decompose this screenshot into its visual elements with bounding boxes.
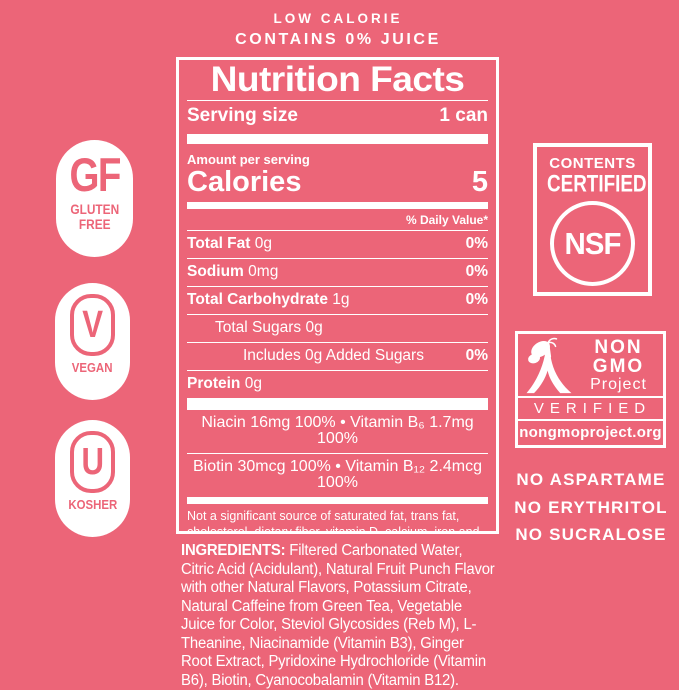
non-gmo-line3: Project <box>590 375 647 393</box>
ingredients-label: INGREDIENTS: <box>181 542 286 559</box>
non-gmo-verified-text: VERIFIED <box>518 396 663 421</box>
thick-divider <box>187 134 488 144</box>
divider <box>187 453 488 454</box>
vitamin-line-1: Niacin 16mg 100% • Vitamin B₆ 1.7mg 100% <box>201 414 474 447</box>
kosher-badge: U KOSHER <box>55 420 130 537</box>
daily-value-header: % Daily Value* <box>405 213 488 227</box>
non-gmo-butterfly-icon <box>526 337 572 393</box>
non-gmo-line2: GMO <box>592 355 645 377</box>
calories-row: Calories 5 <box>187 166 488 202</box>
serving-size-row: Serving size 1 can <box>187 101 488 134</box>
claims-list: NO ASPARTAME NO ERYTHRITOL NO SUCRALOSE <box>503 466 679 549</box>
nutrient-row-sodium: Sodium 0mg 0% <box>187 258 488 286</box>
vegan-label: VEGAN <box>72 360 113 375</box>
serving-size-value: 1 can <box>439 105 488 126</box>
calories-value: 5 <box>471 166 488 198</box>
calories-label: Calories <box>187 166 302 198</box>
nutrient-row-total-fat: Total Fat 0g 0% <box>187 230 488 258</box>
non-gmo-line1: NON <box>594 336 643 358</box>
nsf-certified-text: CERTIFIED <box>546 169 647 197</box>
claim-no-erythritol: NO ERYTHRITOL <box>514 497 668 517</box>
kosher-letter-outline: U <box>70 431 115 493</box>
amount-per-serving-label: Amount per serving <box>187 152 310 167</box>
serving-size-label: Serving size <box>187 105 298 126</box>
nutrient-row-total-sugars: Total Sugars 0g <box>187 314 488 342</box>
thick-divider <box>187 202 488 209</box>
nutrition-facts-title: Nutrition Facts <box>210 60 465 99</box>
gluten-free-badge: GF GLUTEN FREE <box>56 140 133 257</box>
nsf-contents-text: CONTENTS <box>549 155 636 172</box>
non-gmo-url-text: nongmoproject.org <box>519 424 662 441</box>
divider <box>187 100 488 101</box>
not-significant-source-note: Not a significant source of saturated fa… <box>187 509 480 534</box>
nutrient-row-total-carbohydrate: Total Carbohydrate 1g 0% <box>187 286 488 314</box>
gluten-free-letters: GF <box>69 148 121 201</box>
vegan-letter-outline: V <box>70 294 115 356</box>
claim-no-aspartame: NO ASPARTAME <box>516 470 666 489</box>
nutrient-row-protein: Protein 0g <box>187 370 488 398</box>
nsf-certified-badge: CONTENTS CERTIFIED NSF <box>533 143 652 296</box>
gluten-free-label: GLUTEN FREE <box>70 202 119 232</box>
nsf-logo-text: NSF <box>564 225 621 261</box>
ingredients-block: INGREDIENTS: Filtered Carbonated Water, … <box>181 542 498 690</box>
contains-juice-text: CONTAINS 0% JUICE <box>235 31 441 48</box>
nutrition-facts-panel: Nutrition Facts Serving size 1 can Amoun… <box>176 57 499 534</box>
nsf-circle-icon: NSF <box>550 201 635 286</box>
kosher-label: KOSHER <box>68 497 117 512</box>
non-gmo-project-badge: NON GMO Project VERIFIED nongmoproject.o… <box>515 331 666 448</box>
nutrient-row-added-sugars: Includes 0g Added Sugars 0% <box>187 342 488 370</box>
thick-divider <box>187 398 488 410</box>
vitamin-line-2: Biotin 30mcg 100% • Vitamin B₁₂ 2.4mcg 1… <box>192 458 483 491</box>
kosher-letter: U <box>81 441 104 483</box>
low-calorie-text: LOW CALORIE <box>273 11 403 26</box>
vegan-letter: V <box>82 304 103 346</box>
claim-no-sucralose: NO SUCRALOSE <box>515 525 667 544</box>
thick-divider <box>187 497 488 504</box>
vegan-badge: V VEGAN <box>55 283 130 400</box>
ingredients-text: Filtered Carbonated Water, Citric Acid (… <box>181 542 495 689</box>
